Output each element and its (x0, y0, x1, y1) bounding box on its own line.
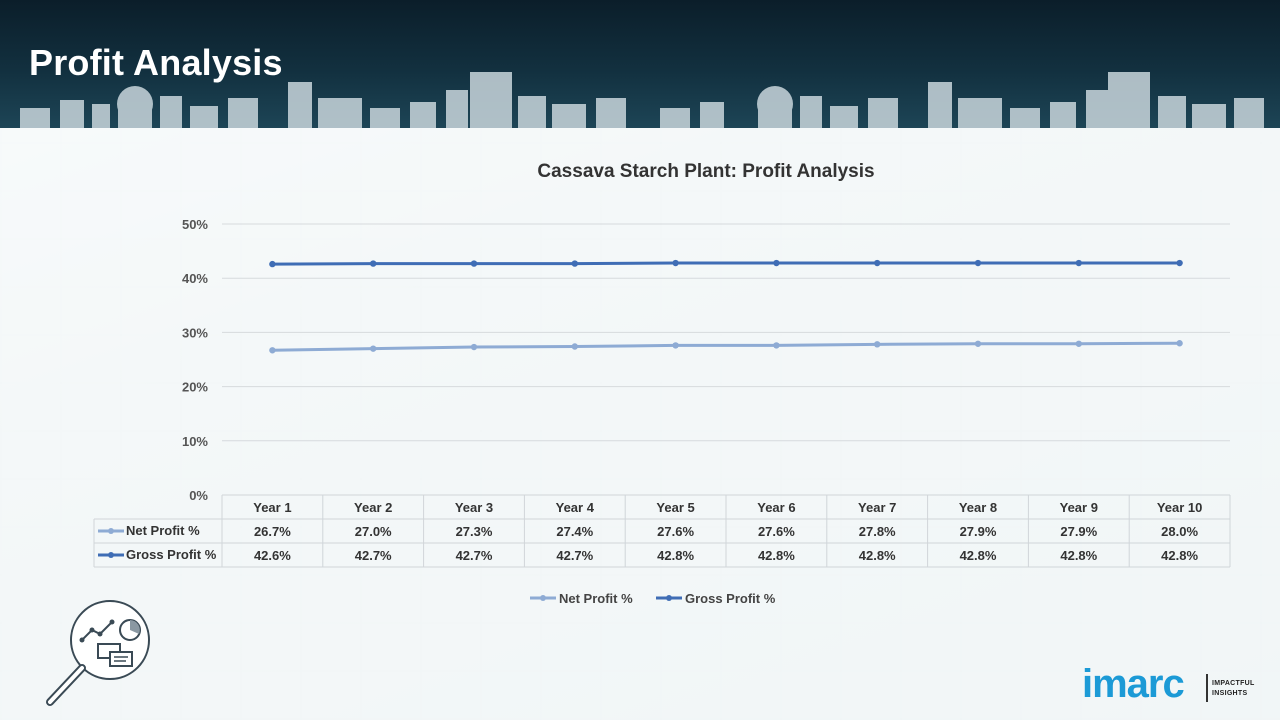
city-skyline-graphic (20, 72, 1264, 128)
data-point (773, 342, 780, 349)
legend-key-marker (540, 595, 546, 601)
x-tick-label: Year 3 (455, 500, 493, 515)
data-label: 27.9% (960, 524, 997, 539)
magnifier-analytics-icon (46, 600, 150, 706)
data-label: 27.4% (556, 524, 593, 539)
data-label: 27.9% (1060, 524, 1097, 539)
legend-label: Gross Profit % (685, 591, 776, 606)
data-label: 42.8% (758, 548, 795, 563)
table-legend-key-marker (108, 552, 114, 558)
data-label: 27.6% (657, 524, 694, 539)
y-tick-label: 30% (182, 325, 208, 340)
data-point (571, 260, 578, 267)
data-point (1176, 340, 1183, 347)
data-point (1176, 259, 1183, 267)
y-tick-label: 20% (182, 380, 208, 395)
data-label: 42.7% (556, 548, 593, 563)
x-tick-label: Year 2 (354, 500, 392, 515)
x-tick-label: Year 9 (1060, 500, 1098, 515)
data-label: 42.7% (355, 548, 392, 563)
x-tick-label: Year 6 (757, 500, 795, 515)
table-row-label: Gross Profit % (126, 547, 217, 562)
x-tick-label: Year 7 (858, 500, 896, 515)
y-tick-label: 40% (182, 271, 208, 286)
data-point (1075, 259, 1083, 267)
series-line (272, 341, 1180, 352)
series-line (272, 261, 1180, 266)
data-point (370, 260, 377, 267)
header-banner: Profit Analysis (0, 0, 1280, 128)
data-label: 42.8% (657, 548, 694, 563)
data-label: 26.7% (254, 524, 291, 539)
data-point (773, 259, 780, 267)
data-point (974, 340, 982, 347)
y-tick-label: 10% (182, 434, 208, 449)
table-legend-key-marker (108, 528, 114, 534)
y-tick-label: 0% (189, 488, 208, 503)
data-label: 28.0% (1161, 524, 1198, 539)
profit-chart: Cassava Starch Plant: Profit Analysis 0% 1… (93, 161, 1231, 606)
data-point (470, 343, 478, 351)
data-label: 27.6% (758, 524, 795, 539)
chart-panel (0, 128, 1280, 720)
x-tick-label: Year 1 (253, 500, 291, 515)
data-label: 42.7% (456, 548, 493, 563)
data-point (1075, 340, 1083, 347)
y-tick-label: 50% (182, 217, 208, 232)
data-label: 42.6% (254, 548, 291, 563)
data-point (470, 260, 478, 267)
x-tick-label: Year 8 (959, 500, 997, 515)
data-point (269, 260, 276, 268)
data-point (672, 259, 679, 267)
x-tick-label: Year 10 (1157, 500, 1203, 515)
data-point (269, 347, 276, 354)
data-point (370, 345, 377, 352)
logo-divider (1206, 674, 1208, 702)
x-tick-label: Year 5 (656, 500, 694, 515)
data-point (974, 259, 982, 267)
data-label: 42.8% (960, 548, 997, 563)
legend-key-marker (666, 595, 672, 601)
data-label: 27.0% (355, 524, 392, 539)
data-point (571, 343, 578, 350)
chart-title: Cassava Starch Plant: Profit Analysis (537, 161, 874, 182)
data-point (874, 341, 881, 348)
data-label: 42.8% (1060, 548, 1097, 563)
page-title: Profit Analysis (29, 42, 283, 83)
logo-wordmark: imarc (1082, 662, 1185, 706)
data-label: 42.8% (1161, 548, 1198, 563)
x-tick-label: Year 4 (556, 500, 595, 515)
data-label: 27.8% (859, 524, 896, 539)
data-point (874, 259, 881, 267)
table-row-label: Net Profit % (126, 523, 200, 538)
logo-tagline-2: INSIGHTS (1212, 690, 1248, 697)
legend-label: Net Profit % (559, 591, 633, 606)
logo-tagline-1: IMPACTFUL (1212, 680, 1255, 687)
data-label: 27.3% (456, 524, 493, 539)
data-point (672, 342, 679, 349)
imarc-logo: imarc IMPACTFUL INSIGHTS (1082, 660, 1262, 710)
data-label: 42.8% (859, 548, 896, 563)
